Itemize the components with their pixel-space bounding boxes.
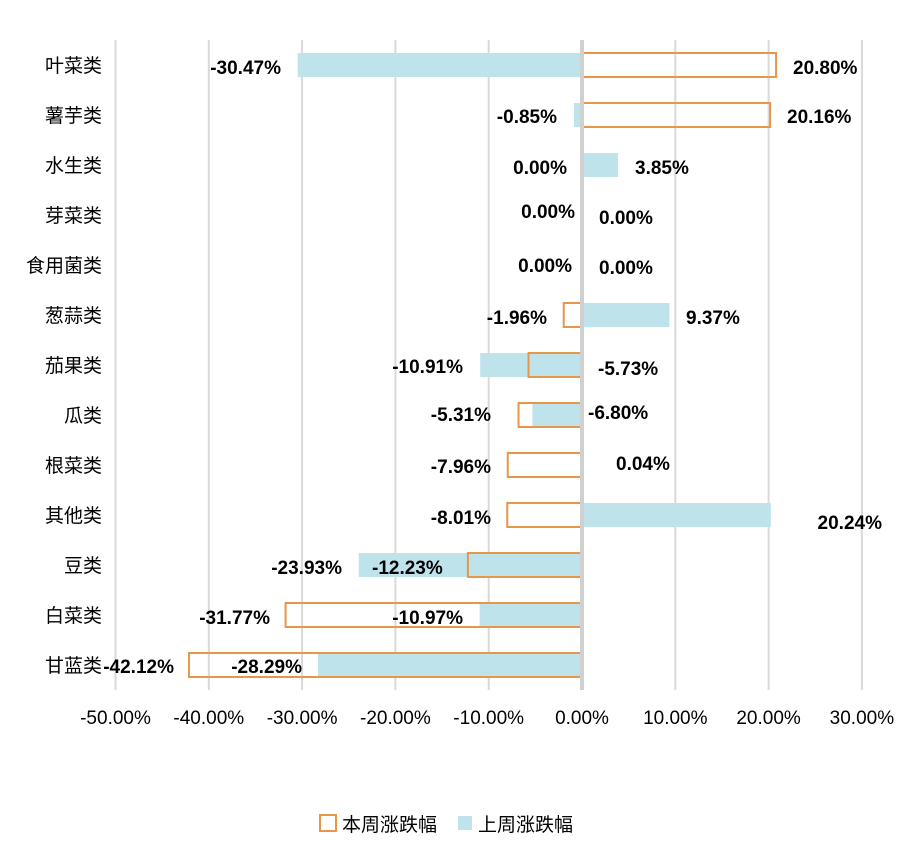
bar-last-week (480, 353, 582, 377)
x-tick-label: 10.00% (643, 708, 708, 729)
bar-last-week (532, 403, 582, 427)
data-label-last-week: 0.00% (599, 208, 653, 229)
data-label-last-week: -28.29% (231, 657, 302, 678)
category-label: 豆类 (64, 555, 102, 577)
bar-last-week (318, 653, 582, 677)
category-label: 其他类 (45, 505, 102, 527)
data-label-last-week: -5.31% (431, 405, 491, 426)
data-label-last-week: -30.47% (210, 58, 281, 79)
data-label-last-week: 3.85% (635, 158, 689, 179)
data-label-this-week: -42.12% (103, 657, 174, 678)
legend-label-last-week: 上周涨跌幅 (478, 814, 573, 836)
x-tick-label: 20.00% (736, 708, 801, 729)
data-labels: 20.80% 20.16% 0.00% 0.00% 0.00% -1.96% -5.73% -… (103, 58, 882, 678)
data-label-last-week: -10.97% (392, 608, 463, 629)
data-label-this-week: -8.01% (431, 508, 491, 529)
x-axis-tick-labels: -50.00% -40.00% -30.00% -20.00% -10.00% 0.00%… (80, 708, 894, 729)
data-label-last-week: -23.93% (271, 558, 342, 579)
legend: 本周涨跌幅 上周涨跌幅 (319, 814, 573, 836)
data-label-this-week: 20.16% (787, 107, 852, 128)
data-label-this-week: -5.73% (598, 359, 658, 380)
x-tick-label: -10.00% (453, 708, 524, 729)
bar-this-week (581, 52, 778, 78)
bar-this-week (562, 302, 583, 328)
data-label-this-week: -1.96% (487, 308, 547, 329)
x-tick-label: -30.00% (267, 708, 338, 729)
bar-last-week (582, 503, 771, 527)
legend-swatch-this-week (319, 814, 337, 832)
data-label-this-week: -31.77% (199, 608, 270, 629)
x-tick-label: 30.00% (830, 708, 895, 729)
category-label: 薯芋类 (45, 105, 102, 127)
legend-label-this-week: 本周涨跌幅 (342, 814, 437, 836)
bars (188, 52, 778, 678)
data-label-this-week: -12.23% (372, 558, 443, 579)
data-label-this-week: 0.00% (513, 158, 567, 179)
data-label-last-week: 9.37% (686, 308, 740, 329)
data-label-this-week: -7.96% (431, 457, 491, 478)
x-tick-label: -40.00% (173, 708, 244, 729)
data-label-last-week: 0.04% (616, 454, 670, 475)
category-label: 甘蓝类 (45, 655, 102, 677)
data-label-this-week: 0.00% (518, 256, 572, 277)
x-tick-label: -50.00% (80, 708, 151, 729)
data-label-last-week: -0.85% (497, 107, 557, 128)
bar-last-week (297, 53, 582, 77)
category-label: 葱蒜类 (45, 305, 102, 327)
bar-last-week (479, 603, 582, 627)
bar-this-week (506, 502, 583, 528)
category-label: 瓜类 (64, 405, 102, 427)
data-label-last-week: 0.00% (599, 258, 653, 279)
data-label-last-week: 20.24% (818, 513, 883, 534)
data-label-this-week: 0.00% (521, 202, 575, 223)
category-label: 叶菜类 (45, 55, 102, 77)
data-label-this-week: 20.80% (793, 58, 858, 79)
category-label: 芽菜类 (45, 205, 102, 227)
bar-last-week (574, 103, 582, 127)
legend-swatch-last-week (458, 816, 472, 830)
category-label: 食用菌类 (26, 255, 102, 277)
x-tick-label: 0.00% (555, 708, 609, 729)
x-tick-label: -20.00% (360, 708, 431, 729)
data-label-last-week: -10.91% (392, 357, 463, 378)
category-label: 根菜类 (45, 455, 102, 477)
bar-last-week (582, 153, 618, 177)
category-label: 白菜类 (45, 605, 102, 627)
bar-last-week (582, 303, 670, 327)
category-label: 水生类 (45, 155, 102, 177)
data-label-this-week: -6.80% (588, 403, 648, 424)
bar-last-week (358, 553, 582, 577)
bar-this-week (506, 452, 583, 478)
category-label: 茄果类 (45, 355, 102, 377)
